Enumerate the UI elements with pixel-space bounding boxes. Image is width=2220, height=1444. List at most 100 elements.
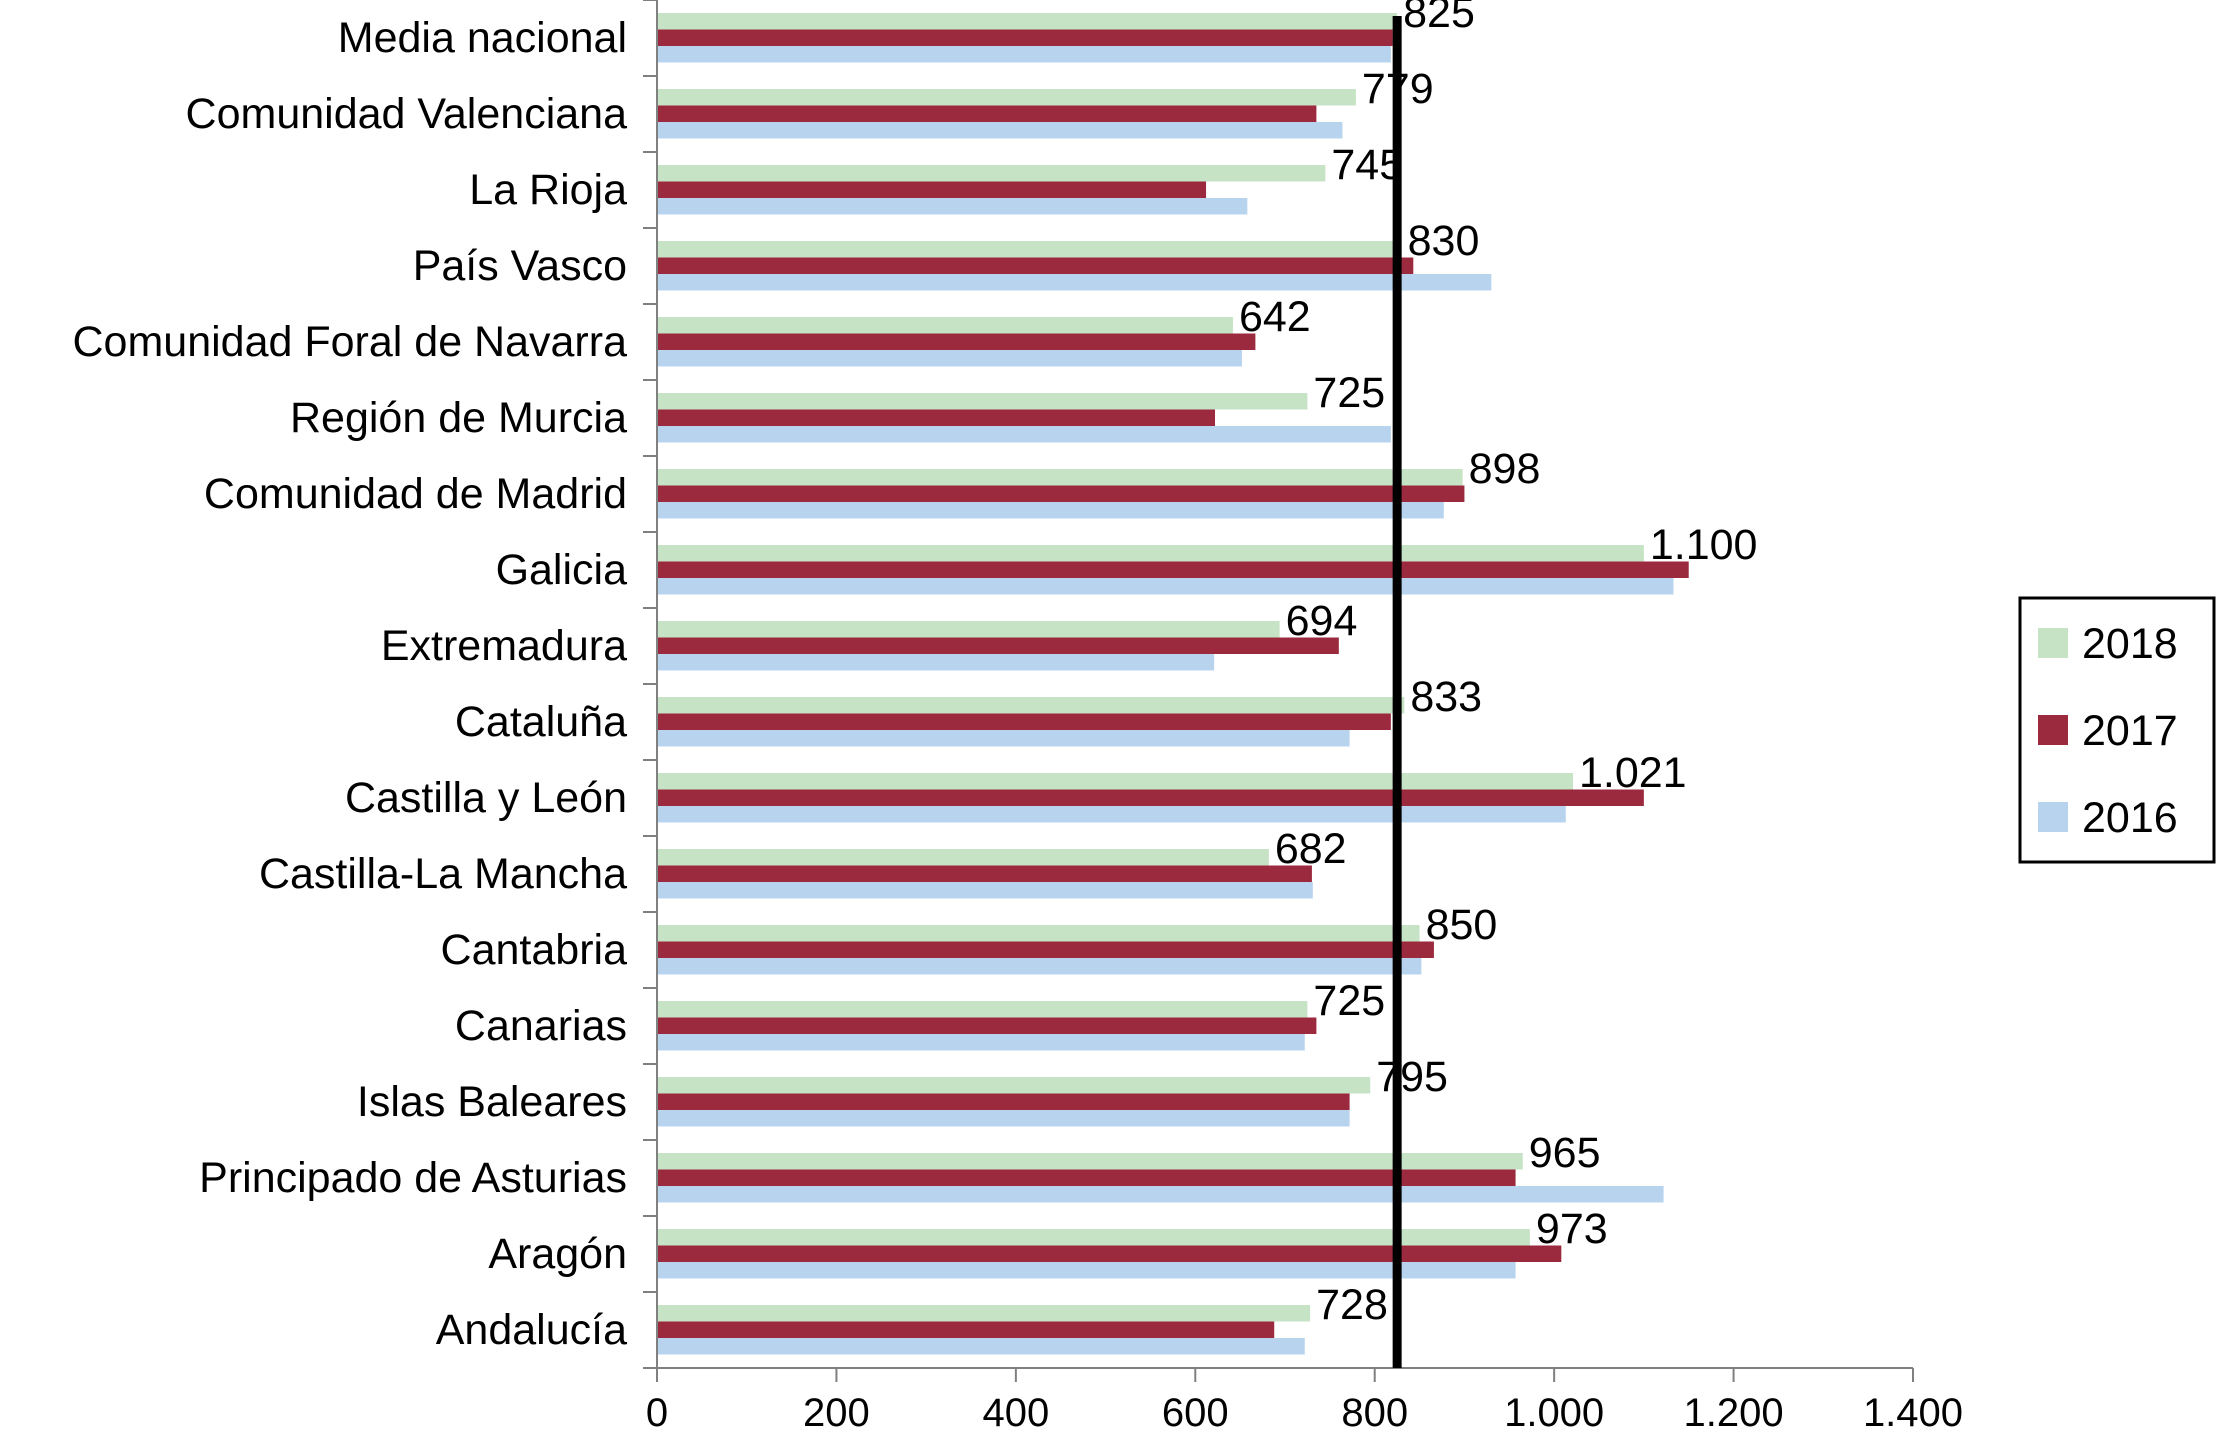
- bar-2016: [657, 1034, 1305, 1051]
- data-label: 779: [1362, 65, 1434, 113]
- bar-2016: [657, 426, 1391, 443]
- bar-2017: [657, 333, 1256, 350]
- bar-2016: [657, 806, 1566, 823]
- bar-2017: [657, 1017, 1317, 1034]
- data-label: 973: [1536, 1205, 1608, 1253]
- bar-2018: [657, 849, 1269, 866]
- bar-2016: [657, 1110, 1350, 1127]
- bar-2016: [657, 122, 1343, 139]
- legend-swatch-2016: [2038, 802, 2068, 832]
- bar-2016: [657, 1338, 1305, 1355]
- category-label: Cataluña: [455, 698, 627, 746]
- legend-label: 2017: [2082, 707, 2178, 755]
- data-label: 850: [1426, 901, 1498, 949]
- data-label: 694: [1286, 597, 1358, 645]
- bar-2017: [657, 1245, 1562, 1262]
- category-label: Extremadura: [381, 622, 627, 670]
- bar-2018: [657, 1229, 1530, 1246]
- data-label: 795: [1376, 1053, 1448, 1101]
- category-label: Comunidad Valenciana: [186, 90, 628, 138]
- data-label: 682: [1275, 825, 1347, 873]
- data-label: 830: [1408, 217, 1480, 265]
- data-label: 725: [1313, 369, 1385, 417]
- data-label: 1.100: [1650, 521, 1758, 569]
- bar-2017: [657, 409, 1216, 426]
- x-tick-label: 200: [803, 1391, 870, 1435]
- bar-2017: [657, 637, 1339, 654]
- data-label: 728: [1316, 1281, 1388, 1329]
- bar-2016: [657, 654, 1215, 671]
- bar-2017: [657, 257, 1414, 274]
- data-label: 725: [1313, 977, 1385, 1025]
- category-label: Comunidad de Madrid: [204, 470, 627, 518]
- data-label: 965: [1529, 1129, 1601, 1177]
- category-label: Canarias: [455, 1002, 627, 1050]
- bar-2017: [657, 485, 1465, 502]
- bar-2016: [657, 274, 1492, 291]
- category-label: Aragón: [488, 1230, 627, 1278]
- x-tick-label: 400: [982, 1391, 1049, 1435]
- category-label: Islas Baleares: [357, 1078, 627, 1126]
- bar-2017: [657, 865, 1312, 882]
- category-label: Comunidad Foral de Navarra: [73, 318, 628, 366]
- data-label: 745: [1331, 141, 1403, 189]
- bar-2017: [657, 713, 1391, 730]
- bar-2018: [657, 1153, 1523, 1170]
- category-label: Principado de Asturias: [199, 1154, 627, 1202]
- bar-2018: [657, 165, 1326, 182]
- bar-2018: [657, 1305, 1311, 1322]
- x-tick-label: 800: [1341, 1391, 1408, 1435]
- bar-2017: [657, 1321, 1275, 1338]
- bar-2017: [657, 105, 1317, 122]
- bar-2017: [657, 1093, 1350, 1110]
- data-label: 898: [1469, 445, 1541, 493]
- legend-label: 2016: [2082, 794, 2178, 842]
- category-label: Galicia: [496, 546, 628, 594]
- category-label: Región de Murcia: [290, 394, 627, 442]
- bar-2016: [657, 1186, 1664, 1203]
- x-tick-label: 1.000: [1504, 1391, 1604, 1435]
- category-label: La Rioja: [469, 166, 627, 214]
- bar-2018: [657, 545, 1644, 562]
- bar-2016: [657, 578, 1674, 595]
- legend-swatch-2018: [2038, 628, 2068, 658]
- bar-2018: [657, 469, 1463, 486]
- category-label: Castilla-La Mancha: [259, 850, 627, 898]
- bar-2017: [657, 941, 1434, 958]
- bar-2018: [657, 621, 1280, 638]
- bar-2018: [657, 925, 1420, 942]
- bar-2018: [657, 89, 1356, 106]
- bar-2018: [657, 317, 1233, 334]
- x-tick-label: 1.200: [1684, 1391, 1784, 1435]
- bar-2018: [657, 697, 1405, 714]
- category-label: Media nacional: [338, 14, 627, 62]
- bar-2017: [657, 789, 1644, 806]
- bar-2018: [657, 241, 1402, 258]
- data-label: 833: [1410, 673, 1482, 721]
- bar-2018: [657, 393, 1308, 410]
- x-tick-label: 1.400: [1863, 1391, 1963, 1435]
- data-label: 825: [1403, 0, 1475, 37]
- bar-2017: [657, 29, 1393, 46]
- x-tick-label: 600: [1162, 1391, 1229, 1435]
- bar-2016: [657, 1262, 1516, 1279]
- legend-label: 2018: [2082, 620, 2178, 668]
- bar-2017: [657, 181, 1207, 198]
- bar-2016: [657, 730, 1350, 747]
- bar-2018: [657, 1001, 1308, 1018]
- bar-2017: [657, 561, 1689, 578]
- bar-2018: [657, 1077, 1371, 1094]
- category-label: Andalucía: [436, 1306, 627, 1354]
- bar-2016: [657, 350, 1242, 367]
- legend-swatch-2017: [2038, 715, 2068, 745]
- data-label: 642: [1239, 293, 1311, 341]
- bar-2016: [657, 958, 1422, 975]
- category-label: Castilla y León: [345, 774, 627, 822]
- bar-2016: [657, 502, 1444, 519]
- bar-2018: [657, 13, 1398, 30]
- category-label: Cantabria: [441, 926, 628, 974]
- category-label: País Vasco: [413, 242, 627, 290]
- bar-2017: [657, 1169, 1516, 1186]
- x-tick-label: 0: [646, 1391, 668, 1435]
